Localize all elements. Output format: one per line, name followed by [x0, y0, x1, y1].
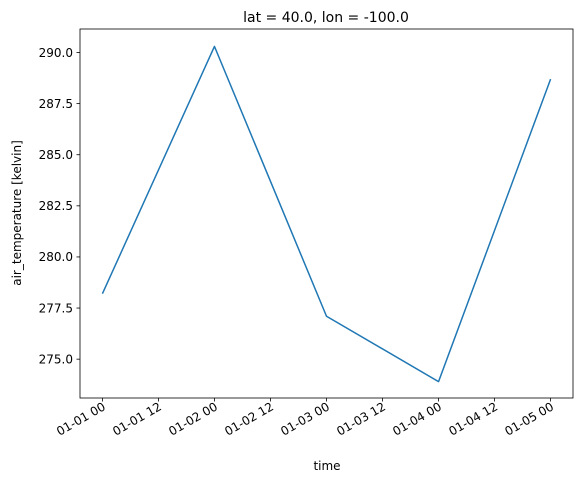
x-tick-label: 01-03 12	[334, 399, 388, 438]
y-tick-label: 282.5	[39, 199, 73, 213]
y-tick-label: 280.0	[39, 250, 73, 264]
y-tick-label: 287.5	[39, 97, 73, 111]
x-axis-ticks: 01-01 00 01-01 12 01-02 00 01-02 12 01-03 00…	[54, 398, 556, 439]
chart-title: lat = 40.0, lon = -100.0	[243, 10, 409, 26]
x-tick-label: 01-01 12	[110, 399, 164, 438]
series-group	[101, 45, 552, 383]
series-line-0	[101, 45, 552, 383]
x-tick-label: 01-02 00	[166, 399, 220, 438]
y-tick-label: 290.0	[39, 46, 73, 60]
y-tick-label: 285.0	[39, 148, 73, 162]
x-tick-label: 01-04 12	[446, 399, 500, 438]
x-tick-label: 01-02 12	[222, 399, 276, 438]
x-tick-label: 01-01 00	[54, 399, 108, 438]
x-tick-label: 01-03 00	[278, 399, 332, 438]
x-tick-label: 01-04 00	[390, 399, 444, 438]
x-axis-label: time	[313, 459, 340, 473]
y-tick-label: 275.0	[39, 352, 73, 366]
x-tick-label: 01-05 00	[502, 399, 556, 438]
y-axis-ticks: 275.0 277.5 280.0 282.5 285.0 287.5 290.0	[39, 46, 80, 366]
plot-frame	[79, 28, 574, 399]
y-tick-label: 277.5	[39, 301, 73, 315]
y-axis-label: air_temperature [kelvin]	[10, 140, 24, 286]
